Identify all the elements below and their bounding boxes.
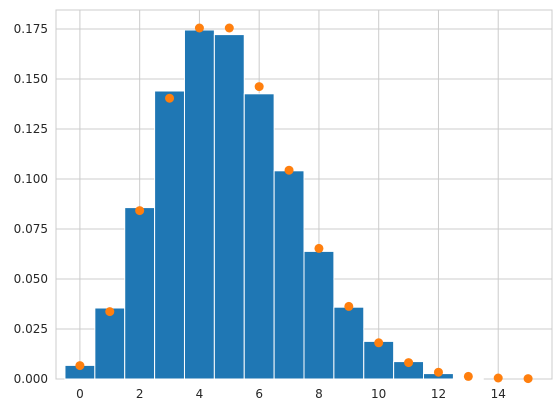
bar	[303, 250, 335, 380]
y-tick-label: 0.075	[14, 222, 48, 236]
scatter-point	[224, 23, 234, 33]
x-tick-label: 12	[431, 387, 446, 401]
bar	[94, 307, 126, 380]
x-tick-label: 4	[196, 387, 204, 401]
y-tick-label: 0.025	[14, 322, 48, 336]
y-tick-label: 0.050	[14, 272, 48, 286]
bar	[213, 34, 245, 380]
scatter-point	[433, 367, 443, 377]
bar	[124, 207, 156, 380]
scatter-point	[254, 82, 264, 92]
bars	[64, 29, 484, 380]
scatter-point	[463, 371, 473, 381]
bar	[363, 340, 395, 380]
bar	[183, 29, 215, 380]
y-tick-label: 0.000	[14, 372, 48, 386]
x-tick-label: 10	[371, 387, 386, 401]
y-tick-label: 0.150	[14, 72, 48, 86]
bar	[243, 93, 275, 380]
y-tick-label: 0.125	[14, 122, 48, 136]
x-tick-label: 14	[491, 387, 506, 401]
scatter-point	[135, 206, 145, 216]
bar	[154, 90, 185, 380]
scatter-point	[523, 374, 533, 384]
scatter-points	[75, 23, 533, 384]
y-tick-label: 0.100	[14, 172, 48, 186]
x-axis-ticks: 0 2 4 6 8 10 12 14	[76, 387, 506, 401]
scatter-point	[165, 93, 175, 103]
x-tick-label: 0	[76, 387, 84, 401]
scatter-point	[284, 165, 294, 175]
bar	[333, 306, 365, 380]
scatter-point	[493, 373, 503, 383]
scatter-point	[404, 358, 414, 368]
scatter-point	[344, 301, 354, 311]
scatter-point	[314, 243, 324, 253]
x-tick-label: 2	[136, 387, 144, 401]
scatter-point	[105, 307, 115, 317]
y-axis-ticks: 0.000 0.025 0.050 0.075 0.100 0.125 0.150 0.175	[14, 22, 48, 386]
bar	[273, 170, 305, 380]
x-tick-label: 6	[255, 387, 263, 401]
y-tick-label: 0.175	[14, 22, 48, 36]
x-tick-label: 8	[315, 387, 323, 401]
scatter-point	[194, 23, 204, 33]
scatter-point	[374, 338, 384, 348]
scatter-point	[75, 361, 85, 371]
